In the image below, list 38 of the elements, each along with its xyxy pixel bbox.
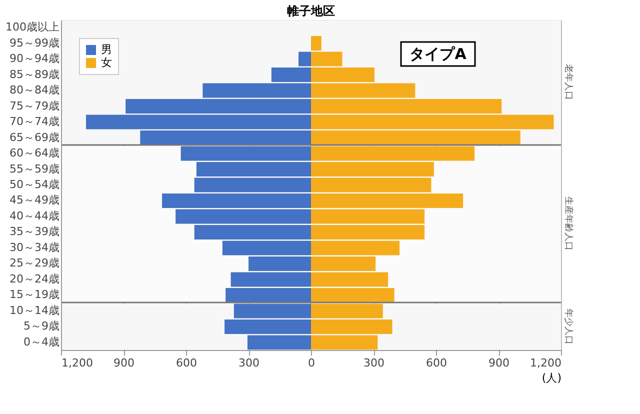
x-tick-label: 300 — [364, 356, 384, 370]
y-tick-label: 60～64歳 — [10, 146, 60, 160]
y-tick-label: 30～34歳 — [10, 240, 60, 254]
y-tick-label: 20～24歳 — [10, 272, 60, 286]
band-label: 生産年齢人口 — [563, 196, 574, 251]
legend-label: 女 — [101, 56, 112, 69]
y-tick-label: 50～54歳 — [10, 178, 60, 191]
x-tick-label: 0 — [308, 356, 315, 370]
y-tick-label: 100歳以上 — [6, 20, 60, 34]
y-tick-label: 55～59歳 — [10, 162, 60, 176]
x-tick-label: 900 — [114, 356, 134, 370]
x-tick-label: 1,200 — [530, 356, 562, 370]
y-tick-label: 0～4歳 — [24, 335, 60, 348]
y-tick-label: 10～14歳 — [10, 304, 60, 317]
y-tick-label: 5～9歳 — [24, 320, 60, 333]
y-tick-label: 85～89歳 — [10, 68, 60, 81]
y-tick-label: 70～74歳 — [10, 115, 60, 128]
x-tick-label: 600 — [176, 356, 197, 370]
y-tick-label: 90～94歳 — [10, 52, 60, 66]
y-tick-label: 95～99歳 — [10, 36, 60, 50]
x-tick-label: 1,200 — [62, 356, 93, 370]
y-tick-label: 25～29歳 — [10, 256, 60, 270]
band-label: 老年人口 — [563, 64, 574, 100]
band-label: 年少人口 — [563, 308, 574, 345]
y-tick-label: 35～39歳 — [10, 225, 60, 238]
annotation: タイプA — [410, 45, 467, 63]
y-tick-label: 80～84歳 — [10, 84, 60, 97]
x-tick-label: 300 — [238, 356, 260, 370]
y-tick-label: 75～79歳 — [10, 99, 60, 112]
x-tick-label: 600 — [426, 356, 447, 370]
y-tick-label: 15～19歳 — [10, 288, 60, 302]
y-tick-label: 65～69歳 — [10, 130, 60, 144]
legend-label: 男 — [101, 43, 112, 56]
x-tick-label: 900 — [488, 356, 510, 370]
x-axis-title: (人) — [542, 372, 562, 384]
y-tick-label: 40～44歳 — [10, 209, 60, 222]
chart-title: 帷子地区 — [287, 4, 335, 18]
y-tick-label: 45～49歳 — [10, 194, 60, 207]
